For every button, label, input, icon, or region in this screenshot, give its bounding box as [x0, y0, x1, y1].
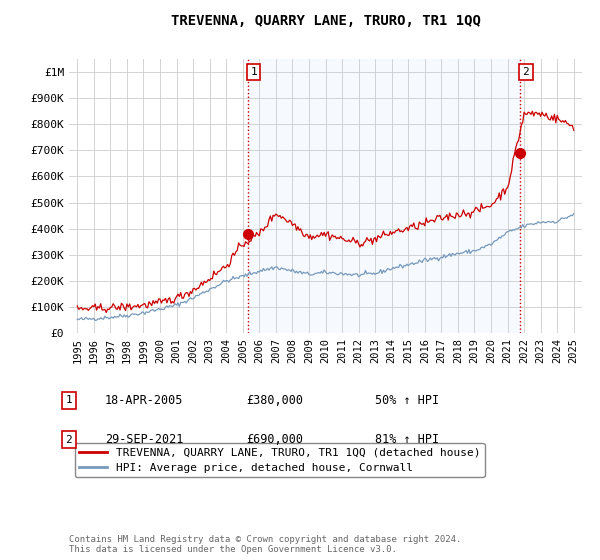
Text: 18-APR-2005: 18-APR-2005 [105, 394, 184, 407]
Title: TREVENNA, QUARRY LANE, TRURO, TR1 1QQ: TREVENNA, QUARRY LANE, TRURO, TR1 1QQ [170, 15, 481, 29]
Text: 2: 2 [65, 435, 73, 445]
Text: 50% ↑ HPI: 50% ↑ HPI [375, 394, 439, 407]
Text: Contains HM Land Registry data © Crown copyright and database right 2024.
This d: Contains HM Land Registry data © Crown c… [69, 535, 461, 554]
Bar [248, 59, 520, 333]
Text: 1: 1 [65, 395, 73, 405]
Text: 1: 1 [250, 67, 257, 77]
Text: £690,000: £690,000 [246, 433, 303, 446]
Text: 29-SEP-2021: 29-SEP-2021 [105, 433, 184, 446]
Text: £380,000: £380,000 [246, 394, 303, 407]
Text: 81% ↑ HPI: 81% ↑ HPI [375, 433, 439, 446]
Text: 2: 2 [523, 67, 529, 77]
Legend: TREVENNA, QUARRY LANE, TRURO, TR1 1QQ (detached house), HPI: Average price, deta: TREVENNA, QUARRY LANE, TRURO, TR1 1QQ (d… [74, 443, 485, 478]
